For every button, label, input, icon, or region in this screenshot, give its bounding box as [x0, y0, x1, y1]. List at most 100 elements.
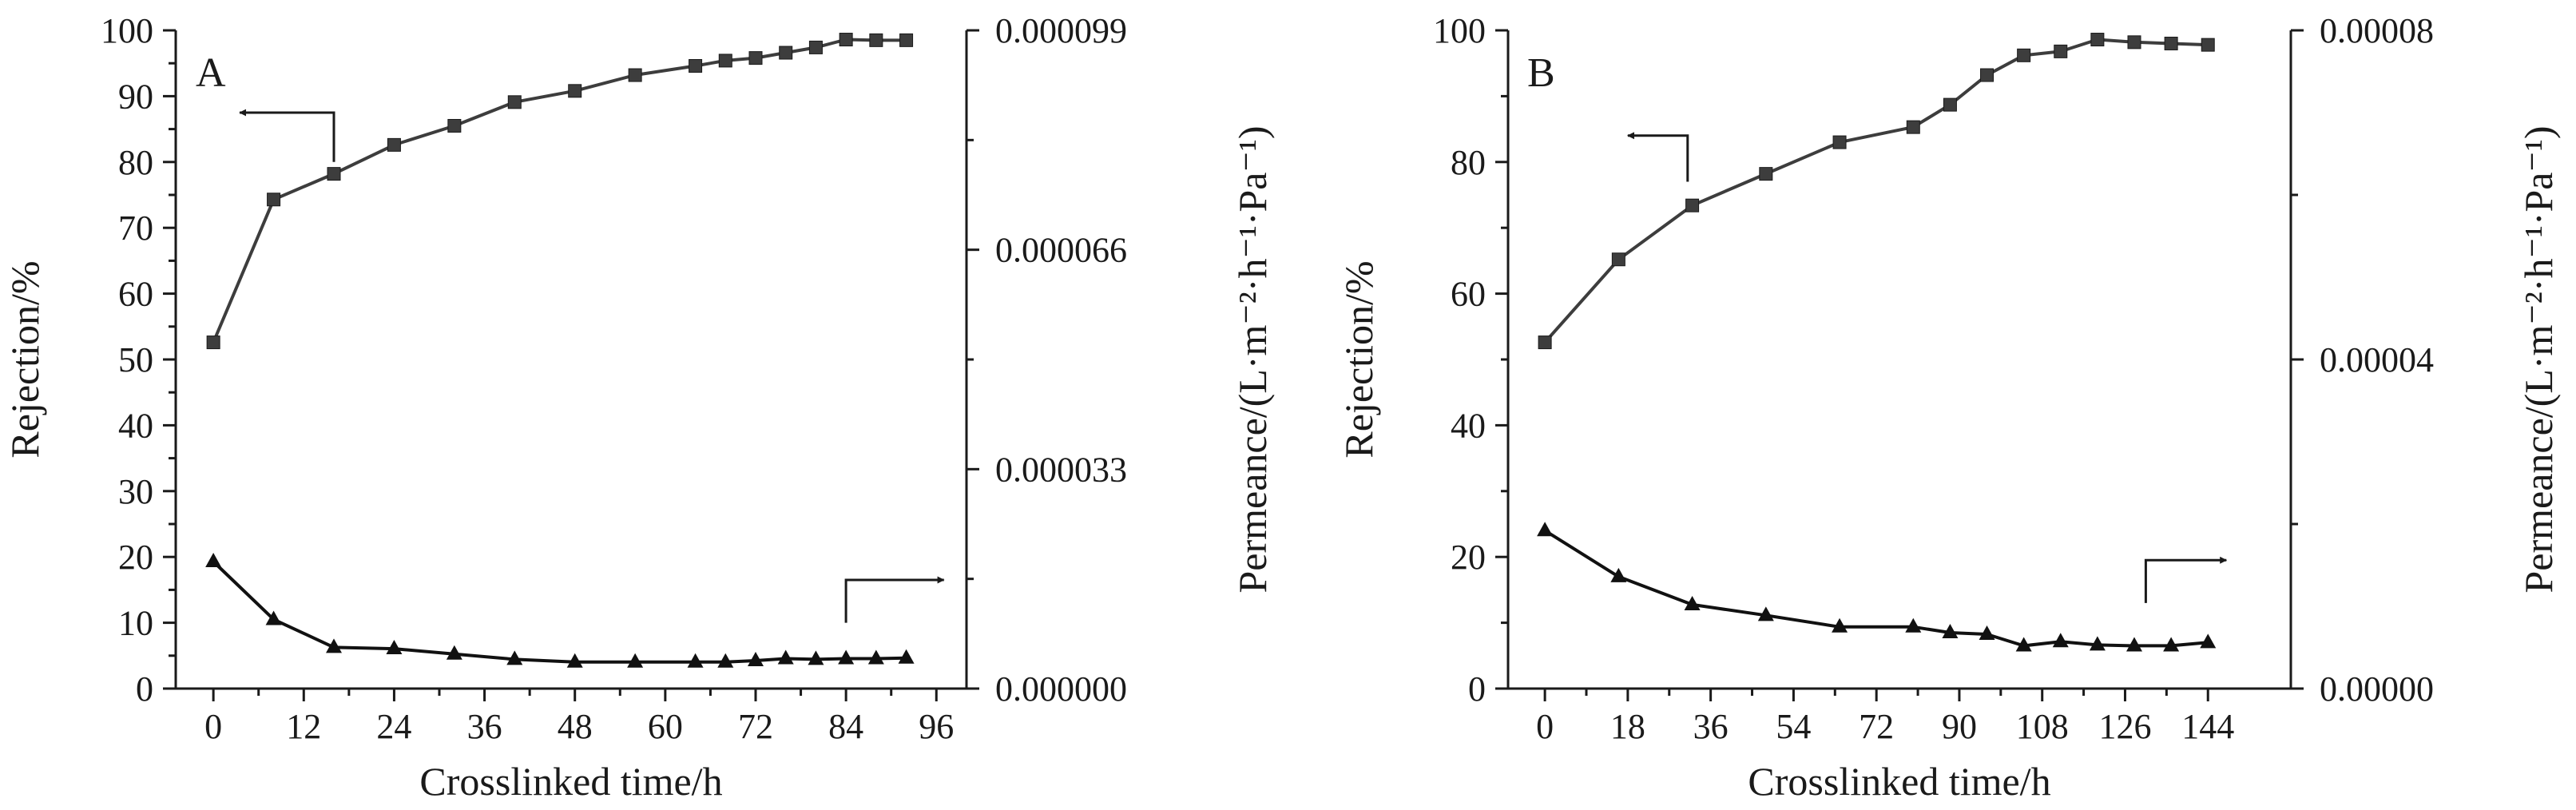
rejection-point-marker — [2201, 38, 2215, 52]
y-left-tick-label: 20 — [1451, 538, 1486, 577]
panel-label: A — [196, 50, 226, 96]
rejection-point-marker — [267, 193, 281, 207]
permeance-point-marker — [1942, 623, 1959, 638]
x-tick-label: 126 — [2098, 707, 2151, 746]
y-left-tick-label: 50 — [118, 340, 153, 379]
rejection-point-marker — [1759, 167, 1773, 181]
permeance-point-marker — [2200, 633, 2217, 649]
y-left-tick-label: 80 — [118, 143, 153, 182]
y-left-tick-label: 60 — [118, 275, 153, 314]
rejection-point-marker — [1980, 68, 1995, 82]
x-axis-title: Crosslinked time/h — [1748, 759, 2050, 804]
permeance-point-marker — [1684, 595, 1701, 610]
y-right-axis-title: Permeance/(L·m⁻²·h⁻¹·Pa⁻¹) — [1230, 125, 1275, 593]
permeance-point-marker — [2052, 633, 2069, 648]
y-left-tick-label: 40 — [1451, 406, 1486, 445]
permeance-point-marker — [687, 653, 704, 668]
permeance-point-marker — [566, 653, 583, 668]
permeance-point-marker — [867, 649, 884, 665]
permeance-point-marker — [717, 653, 734, 668]
chart-panel-a: A 0 12 24 36 48 60 72 84 96 0 10 20 30 40 50 60 70 80 90 10… — [2, 11, 1275, 804]
y-left-tick-label: 90 — [118, 77, 153, 116]
rejection-point-marker — [748, 51, 763, 66]
permeance-point-marker — [627, 653, 644, 668]
rejection-point-marker — [628, 68, 642, 82]
y-left-tick-label: 80 — [1451, 143, 1486, 182]
chart-panel-b: B 0 18 36 54 72 90 108 126 144 0 20 40 60 80 100 0.0000… — [1336, 11, 2561, 804]
permeance-point-marker — [808, 650, 824, 665]
panel-label: B — [1527, 50, 1555, 96]
right-axis-indicator-arrow — [2144, 556, 2228, 603]
permeance-point-marker — [777, 649, 794, 665]
permeance-point-marker — [898, 649, 915, 664]
x-tick-label: 0 — [204, 707, 222, 746]
y-left-tick-label: 70 — [118, 208, 153, 248]
y-left-axis-title: Rejection/% — [2, 260, 47, 458]
y-left-tick-label: 0 — [1468, 669, 1486, 709]
permeance-point-marker — [1610, 567, 1627, 582]
x-tick-label: 90 — [1942, 707, 1977, 746]
rejection-point-marker — [206, 336, 220, 350]
permeance-point-marker — [838, 649, 855, 665]
permeance-point-marker — [2015, 637, 2032, 652]
y-left-tick-label: 0 — [136, 669, 153, 709]
left-axis-indicator-arrow — [1627, 132, 1689, 182]
x-tick-label: 144 — [2181, 707, 2234, 746]
rejection-point-marker — [1943, 97, 1957, 112]
rejection-point-marker — [387, 137, 401, 152]
rejection-point-marker — [2127, 35, 2141, 50]
y-left-tick-label: 30 — [118, 472, 153, 511]
rejection-point-marker — [327, 167, 341, 181]
x-tick-label: 18 — [1610, 707, 1645, 746]
y-left-tick-label: 60 — [1451, 275, 1486, 314]
y-left-tick-label: 20 — [118, 538, 153, 577]
x-tick-label: 12 — [286, 707, 321, 746]
rejection-point-marker — [718, 54, 732, 68]
y-left-tick-label: 100 — [101, 11, 153, 50]
x-tick-label: 36 — [467, 707, 502, 746]
rejection-point-marker — [1832, 135, 1847, 149]
rejection-point-marker — [839, 33, 853, 47]
x-tick-label: 72 — [738, 707, 773, 746]
y-right-tick-label: 0.00000 — [2320, 669, 2434, 709]
rejection-point-marker — [2017, 48, 2031, 62]
rejection-series-line — [1543, 38, 2209, 343]
permeance-point-marker — [1537, 522, 1554, 537]
x-tick-label: 36 — [1693, 707, 1729, 746]
permeance-series-line — [212, 560, 907, 664]
rejection-point-marker — [1538, 336, 1552, 350]
y-right-tick-label: 0.00008 — [2320, 11, 2434, 50]
y-right-tick-label: 0.000033 — [995, 450, 1127, 489]
rejection-point-marker — [507, 95, 522, 109]
x-tick-label: 72 — [1859, 707, 1894, 746]
rejection-point-marker — [808, 40, 823, 54]
x-tick-label: 54 — [1776, 707, 1811, 746]
permeance-point-marker — [1832, 617, 1848, 633]
x-tick-label: 0 — [1536, 707, 1554, 746]
permeance-point-marker — [265, 610, 282, 625]
x-tick-label: 96 — [919, 707, 954, 746]
right-axis-indicator-arrow — [844, 576, 945, 623]
rejection-series-line — [212, 38, 907, 343]
y-right-tick-label: 0.000099 — [995, 11, 1127, 50]
x-tick-label: 108 — [2016, 707, 2069, 746]
permeance-point-marker — [1979, 625, 1995, 641]
rejection-point-marker — [1906, 120, 1920, 134]
permeance-point-marker — [386, 640, 403, 655]
y-left-axis-title: Rejection/% — [1336, 260, 1381, 458]
y-left-tick-label: 40 — [118, 406, 153, 445]
rejection-point-marker — [447, 118, 462, 133]
rejection-point-marker — [1611, 252, 1625, 267]
y-right-axis-title: Permeance/(L·m⁻²·h⁻¹·Pa⁻¹) — [2516, 125, 2561, 593]
left-axis-indicator-arrow — [239, 109, 335, 162]
permeance-point-marker — [748, 652, 764, 667]
permeance-point-marker — [1757, 606, 1774, 621]
rejection-point-marker — [689, 58, 703, 73]
x-axis-title: Crosslinked time/h — [419, 759, 722, 804]
x-tick-label: 60 — [648, 707, 683, 746]
permeance-point-marker — [446, 645, 462, 660]
rejection-point-marker — [2164, 36, 2178, 50]
rejection-point-marker — [2090, 33, 2105, 47]
rejection-point-marker — [2054, 44, 2068, 58]
